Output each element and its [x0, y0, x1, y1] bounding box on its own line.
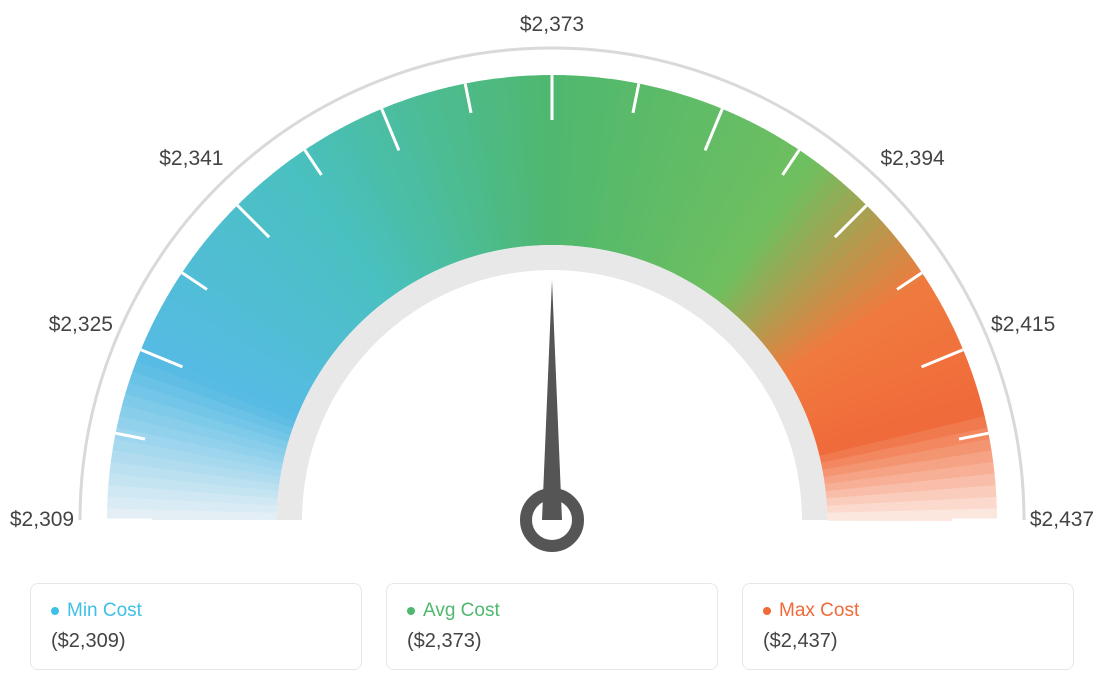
min-cost-dot	[51, 607, 59, 615]
gauge-chart: $2,309 $2,325 $2,341 $2,373 $2,394 $2,415 $2,4…	[0, 0, 1104, 560]
max-cost-card: Max Cost ($2,437)	[742, 583, 1074, 670]
avg-cost-card: Avg Cost ($2,373)	[386, 583, 718, 670]
max-cost-header: Max Cost	[763, 600, 1053, 622]
gauge-tick-label: $2,415	[991, 313, 1055, 337]
gauge-tick-label: $2,309	[10, 508, 74, 532]
max-cost-value: ($2,437)	[763, 630, 1053, 653]
avg-cost-dot	[407, 607, 415, 615]
gauge-tick-label: $2,325	[49, 313, 113, 337]
summary-cards: Min Cost ($2,309) Avg Cost ($2,373) Max …	[30, 583, 1074, 670]
avg-cost-header: Avg Cost	[407, 600, 697, 622]
avg-cost-label: Avg Cost	[423, 600, 500, 622]
avg-cost-value: ($2,373)	[407, 630, 697, 653]
min-cost-value: ($2,309)	[51, 630, 341, 653]
min-cost-header: Min Cost	[51, 600, 341, 622]
gauge-tick-label: $2,341	[159, 147, 223, 171]
max-cost-dot	[763, 607, 771, 615]
gauge-tick-label: $2,373	[520, 13, 584, 37]
chart-container: $2,309 $2,325 $2,341 $2,373 $2,394 $2,415 $2,4…	[0, 0, 1104, 690]
min-cost-label: Min Cost	[67, 600, 142, 622]
max-cost-label: Max Cost	[779, 600, 859, 622]
gauge-tick-label: $2,437	[1030, 508, 1094, 532]
min-cost-card: Min Cost ($2,309)	[30, 583, 362, 670]
gauge-tick-label: $2,394	[880, 147, 944, 171]
gauge-svg	[0, 0, 1104, 560]
